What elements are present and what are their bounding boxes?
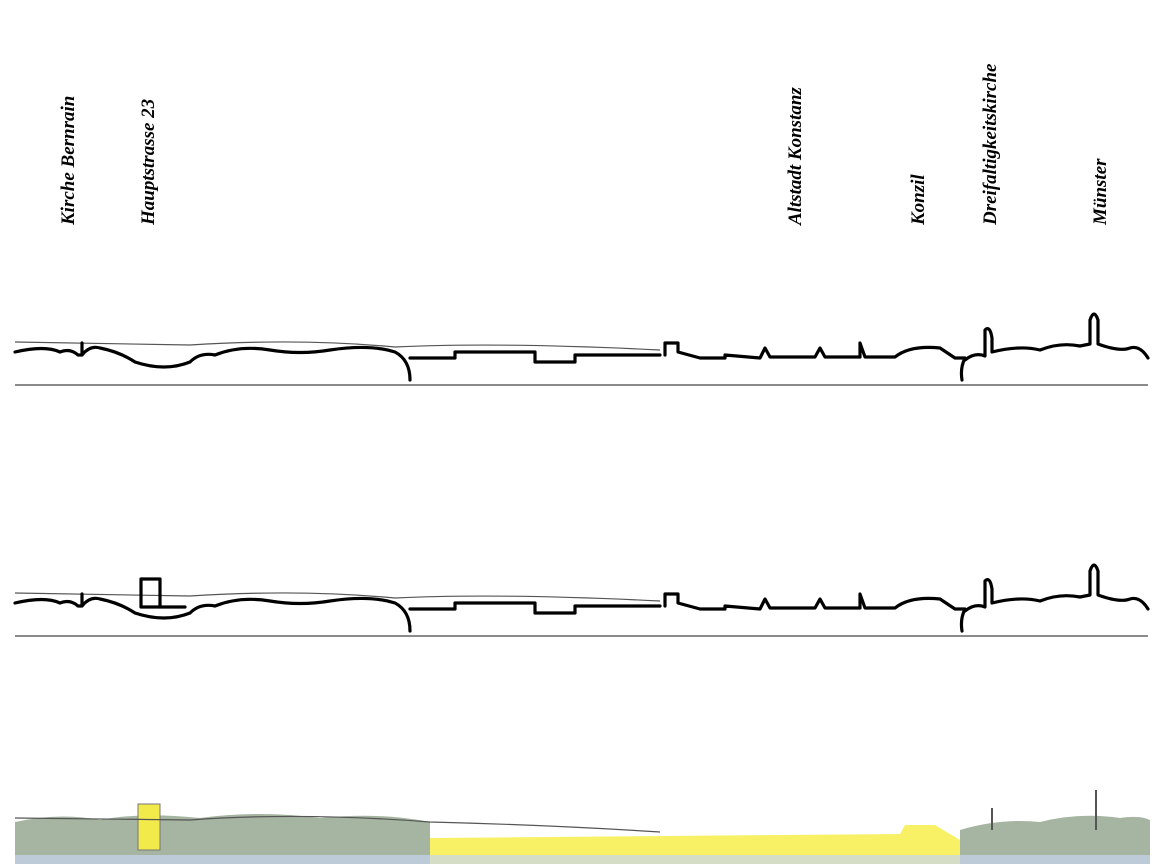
label: Münster — [1090, 158, 1111, 226]
skyline-hills — [14, 815, 661, 833]
trees — [960, 815, 1150, 864]
label: Kirche Bernrain — [58, 96, 79, 226]
trees — [15, 814, 430, 864]
label: Altstadt Konstanz — [785, 87, 806, 226]
tower — [137, 803, 161, 851]
skyline-sketch — [14, 790, 1150, 864]
labels: Kirche Bernrain Hauptstrasse 23 Altstadt… — [58, 63, 1111, 226]
skyline-existing — [13, 312, 1150, 386]
town — [430, 825, 960, 864]
label: Konzil — [908, 174, 929, 226]
skyline-planned — [13, 563, 1150, 637]
tower — [139, 577, 187, 609]
lake — [15, 855, 1150, 864]
label: Hauptstrasse 23 — [138, 99, 159, 226]
label: Dreifaltigkeitskirche — [980, 63, 1001, 226]
spires — [991, 790, 1097, 830]
